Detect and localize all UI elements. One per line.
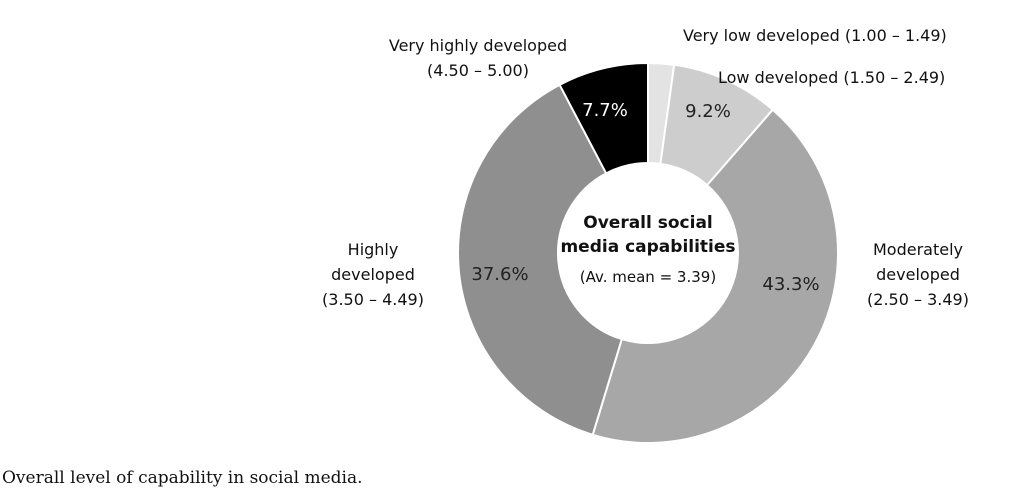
label-moderate-2: developed: [876, 265, 960, 284]
value-label-moderate: 43.3%: [762, 274, 819, 295]
label-very-low: Very low developed (1.00 – 1.49): [683, 26, 947, 45]
label-high-3: (3.50 – 4.49): [322, 290, 424, 309]
donut-slice-2: [591, 108, 839, 444]
value-label-low: 9.2%: [685, 101, 731, 122]
label-low: Low developed (1.50 – 2.49): [718, 68, 945, 87]
center-title-line1: Overall social: [583, 213, 713, 233]
label-high-1: Highly: [348, 240, 399, 259]
label-moderate-1: Moderately: [873, 240, 963, 259]
center-title-line2: media capabilities: [560, 237, 735, 257]
center-subtitle: (Av. mean = 3.39): [580, 268, 716, 286]
label-very-high-2: (4.50 – 5.00): [427, 61, 529, 80]
label-high-2: developed: [331, 265, 415, 284]
donut-slice-3: [457, 83, 624, 437]
figure-caption: Overall level of capability in social me…: [2, 468, 363, 488]
donut-slice-4: [558, 61, 649, 175]
value-label-very-high: 7.7%: [582, 100, 628, 121]
value-label-high: 37.6%: [471, 264, 528, 285]
label-moderate-3: (2.50 – 3.49): [867, 290, 969, 309]
label-very-high-1: Very highly developed: [389, 36, 567, 55]
